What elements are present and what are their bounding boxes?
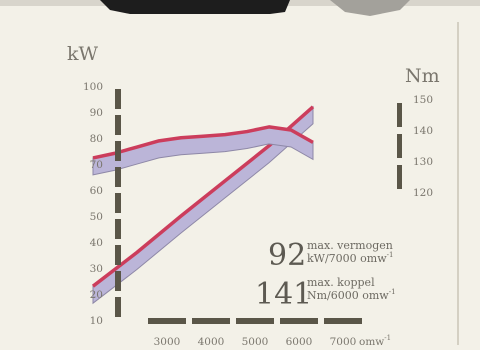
max-torque-unit-sup: -1: [389, 288, 396, 296]
x-axis-label: omw-1: [359, 334, 391, 348]
curve-bands: [91, 105, 315, 305]
x-tick-4000: 4000: [198, 336, 225, 348]
left-axis-dash-0: [115, 297, 121, 317]
x-tick-3000: 3000: [154, 336, 181, 348]
x-axis-label-text: omw: [359, 336, 384, 348]
max-power-unit-text: kW/7000 omw: [307, 252, 387, 265]
left-axis-dash-3: [115, 219, 121, 239]
right-tick-150: 150: [413, 94, 433, 106]
left-tick-20: 20: [90, 289, 103, 301]
right-tick-130: 130: [413, 156, 433, 168]
top-banner: [0, 0, 480, 16]
max-power-unit: kW/7000 omw-1: [307, 251, 393, 265]
left-tick-40: 40: [90, 237, 103, 249]
left-tick-30: 30: [90, 263, 103, 275]
annotation-torque: 141 max. koppel Nm/6000 omw-1: [255, 276, 396, 312]
left-tick-10: 10: [90, 315, 103, 327]
x-axis-label-sup: -1: [384, 334, 391, 342]
left-axis-dash-5: [115, 167, 121, 187]
left-axis-dash-4: [115, 193, 121, 213]
right-tick-140: 140: [413, 125, 433, 137]
x-axis-dash-3000: [148, 318, 186, 324]
left-axis-dash-8: [115, 89, 121, 109]
x-tick-7000: 7000: [330, 336, 357, 348]
max-power-unit-sup: -1: [387, 251, 394, 259]
left-axis-dash-1: [115, 271, 121, 291]
left-tick-60: 60: [90, 185, 103, 197]
max-torque-unit: Nm/6000 omw-1: [307, 288, 396, 302]
left-axis-dash-7: [115, 115, 121, 135]
max-torque-label: max. koppel: [307, 276, 375, 289]
left-axis-dash-6: [115, 141, 121, 161]
axes: 10 20 30 40 50 60 70 80 90 100 120 130 140 150 3000 400…: [83, 81, 433, 348]
annotation-power: 92 max. vermogen kW/7000 omw-1: [268, 238, 393, 273]
left-tick-90: 90: [90, 107, 103, 119]
max-torque-unit-text: Nm/6000 omw: [307, 289, 389, 302]
right-axis-unit: Nm: [405, 65, 440, 87]
x-axis-dash-5000: [236, 318, 274, 324]
left-axis-unit: kW: [67, 43, 99, 65]
right-axis-dash-1: [397, 134, 402, 158]
left-tick-70: 70: [90, 159, 103, 171]
right-axis-dash-2: [397, 103, 402, 127]
x-axis-dash-6000: [280, 318, 318, 324]
x-axis-dash-7000: [324, 318, 362, 324]
right-axis-dash-0: [397, 165, 402, 189]
max-power-value: 92: [268, 238, 306, 273]
x-tick-5000: 5000: [242, 336, 269, 348]
x-axis-dash-4000: [192, 318, 230, 324]
line-series-1: [92, 125, 314, 160]
max-power-label: max. vermogen: [307, 239, 393, 252]
left-axis-dash-2: [115, 245, 121, 265]
left-tick-50: 50: [90, 211, 103, 223]
x-tick-6000: 6000: [286, 336, 313, 348]
left-tick-80: 80: [90, 133, 103, 145]
right-tick-120: 120: [413, 187, 433, 199]
left-tick-100: 100: [83, 81, 103, 93]
max-torque-value: 141: [255, 277, 312, 312]
